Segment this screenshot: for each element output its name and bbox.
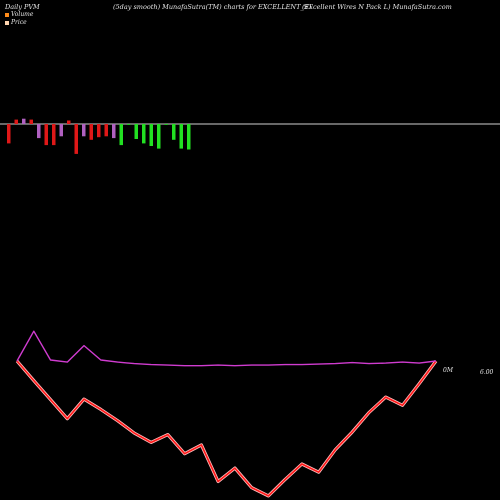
legend-price-label: Price <box>11 19 27 26</box>
volume-bar <box>52 124 56 146</box>
volume-bar <box>29 119 33 124</box>
volume-bar <box>7 124 11 144</box>
moving-average-line <box>16 330 437 367</box>
volume-bar <box>97 124 101 138</box>
legend-price: Price <box>5 19 27 26</box>
legend-volume: Volume <box>5 11 33 18</box>
chart-title-center: (5day smooth) MunafaSutra(TM) charts for… <box>113 3 313 11</box>
volume-bar <box>14 119 18 124</box>
volume-bar <box>134 124 138 139</box>
legend-volume-swatch <box>5 12 9 17</box>
volume-bar <box>142 124 146 144</box>
volume-bar <box>74 124 78 154</box>
price-scale-label: 6.00 <box>480 369 494 376</box>
volume-bar <box>149 124 153 146</box>
volume-bar <box>89 124 93 140</box>
volume-bar <box>172 124 176 140</box>
volume-bar <box>157 124 161 149</box>
volume-bar <box>179 124 183 149</box>
chart-title-left: Daily PVM <box>5 3 40 11</box>
volume-bar <box>127 124 131 125</box>
volume-bar <box>37 124 41 139</box>
legend-price-swatch <box>5 20 9 25</box>
volume-scale-label: 0M <box>443 367 453 374</box>
volume-bar <box>44 124 48 146</box>
volume-bar <box>187 124 191 150</box>
legend-volume-label: Volume <box>11 11 34 18</box>
price-line <box>16 360 437 497</box>
volume-bar <box>67 120 71 124</box>
volume-bar <box>164 124 168 125</box>
volume-bar <box>82 124 86 137</box>
volume-bar <box>104 124 108 137</box>
volume-bar <box>119 124 123 146</box>
chart-title-right: (Excellent Wires N Pack L) MunafaSutra.c… <box>302 3 452 11</box>
volume-bar <box>59 124 63 137</box>
volume-bar <box>112 124 116 139</box>
volume-bar <box>22 118 26 124</box>
